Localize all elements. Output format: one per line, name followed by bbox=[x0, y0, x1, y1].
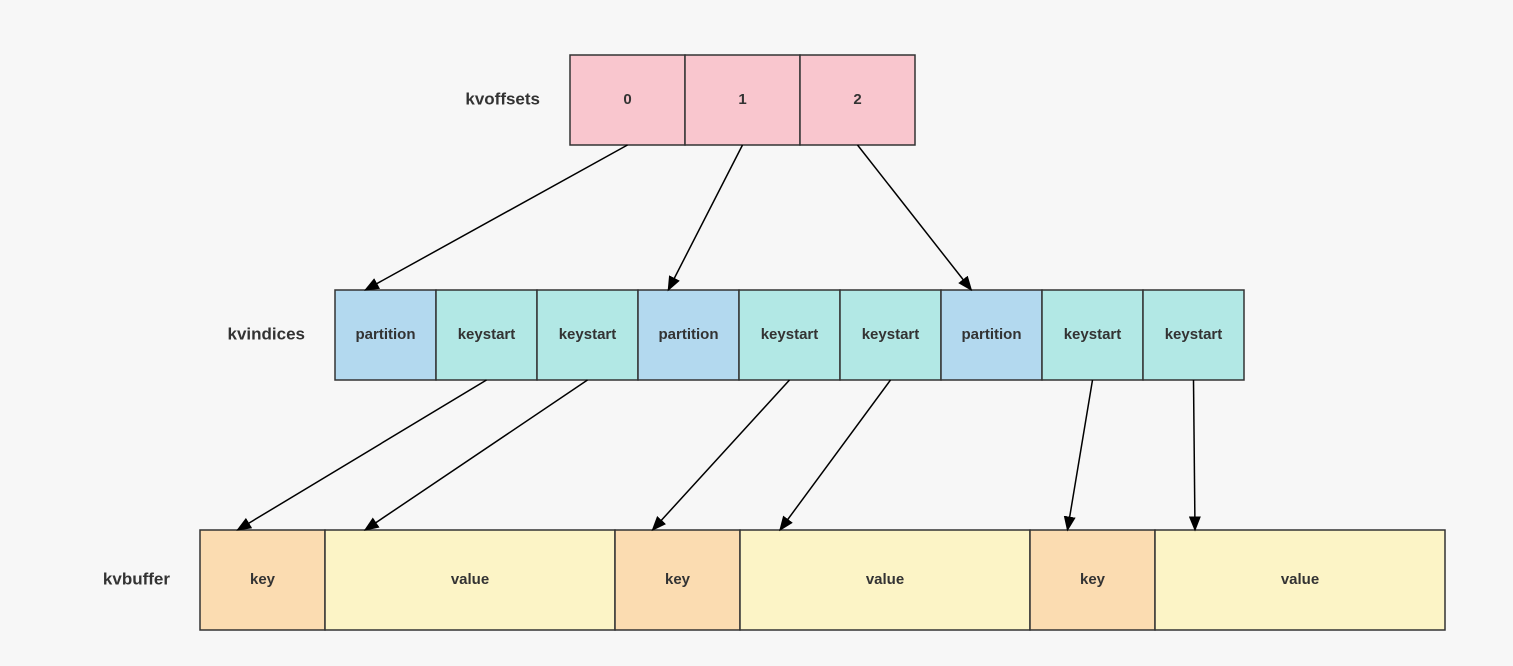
kvindices-row: kvindices partition keystart keystart partit… bbox=[228, 290, 1245, 380]
kvindices-cell-text: keystart bbox=[862, 326, 920, 343]
kvindices-cell-text: partition bbox=[962, 326, 1022, 343]
arrow bbox=[1068, 380, 1093, 530]
kvbuffer-cell-text: value bbox=[451, 571, 489, 588]
arrow bbox=[1194, 380, 1196, 530]
arrow bbox=[365, 145, 627, 290]
kvbuffer-cell-text: key bbox=[1080, 571, 1106, 588]
kvindices-cell-text: keystart bbox=[1165, 326, 1223, 343]
arrow bbox=[858, 145, 972, 290]
kvindices-cell-text: keystart bbox=[1064, 326, 1122, 343]
kvindices-cell-text: partition bbox=[356, 326, 416, 343]
kvoffsets-row: kvoffsets 0 1 2 bbox=[465, 55, 915, 145]
arrow bbox=[668, 145, 742, 290]
kvbuffer-cell-text: value bbox=[1281, 571, 1319, 588]
buffer-diagram: kvoffsets 0 1 2 kvindices partition keystart ke… bbox=[0, 0, 1513, 666]
kvoffsets-cell-text: 0 bbox=[623, 91, 631, 108]
kvindices-cell-text: partition bbox=[659, 326, 719, 343]
kvbuffer-row: kvbuffer key value key value key value bbox=[103, 530, 1445, 630]
kvoffsets-cell-text: 2 bbox=[853, 91, 861, 108]
kvindices-cell-text: keystart bbox=[761, 326, 819, 343]
kvindices-cell-text: keystart bbox=[559, 326, 617, 343]
kvbuffer-cell-text: key bbox=[250, 571, 276, 588]
arrow bbox=[238, 380, 487, 530]
kvbuffer-cell-text: value bbox=[866, 571, 904, 588]
arrow bbox=[365, 380, 588, 530]
kvoffsets-label: kvoffsets bbox=[465, 89, 540, 108]
kvbuffer-label: kvbuffer bbox=[103, 569, 170, 588]
kvindices-label: kvindices bbox=[228, 324, 306, 343]
kvbuffer-cell-text: key bbox=[665, 571, 691, 588]
arrow bbox=[780, 380, 891, 530]
kvoffsets-cell-text: 1 bbox=[738, 91, 746, 108]
arrow bbox=[653, 380, 790, 530]
kvindices-cell-text: keystart bbox=[458, 326, 516, 343]
